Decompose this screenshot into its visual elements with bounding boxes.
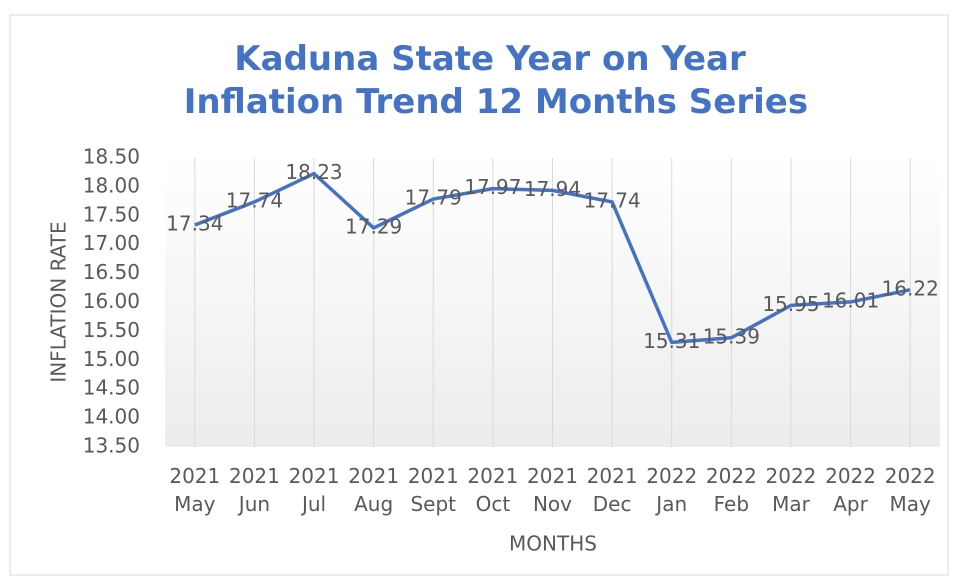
x-tick-label: 2022 Feb — [705, 464, 757, 516]
data-label: 15.39 — [703, 324, 760, 348]
data-label: 17.34 — [166, 212, 223, 236]
y-tick-label: 18.00 — [83, 173, 140, 197]
x-tick-label: 2021 Oct — [467, 464, 519, 516]
y-tick-label: 14.50 — [83, 376, 140, 400]
data-label: 15.95 — [762, 292, 819, 316]
data-label: 17.74 — [583, 188, 640, 212]
y-tick-label: 16.00 — [83, 289, 140, 313]
x-tick-label: 2021 Sept — [407, 464, 459, 516]
y-tick-label: 16.50 — [83, 260, 140, 284]
data-label: 17.79 — [405, 186, 462, 210]
chart-border — [9, 14, 949, 576]
data-label: 15.31 — [643, 329, 700, 353]
x-tick-label: 2021 Jun — [228, 464, 280, 516]
y-tick-label: 13.50 — [83, 434, 140, 458]
x-tick-label: 2021 Dec — [586, 464, 638, 516]
y-tick-label: 15.50 — [83, 318, 140, 342]
x-tick-label: 2022 Jan — [646, 464, 698, 516]
data-label: 16.22 — [882, 276, 939, 300]
line-series — [194, 171, 911, 345]
y-axis-label: INFLATION RATE — [47, 221, 71, 382]
data-label: 17.29 — [345, 214, 402, 238]
x-tick-label: 2021 Aug — [348, 464, 400, 516]
data-label: 17.97 — [464, 175, 521, 199]
data-label: 17.94 — [524, 177, 581, 201]
data-label: 17.74 — [226, 188, 283, 212]
x-tick-label: 2021 Nov — [527, 464, 578, 516]
x-tick-label: 2021 May — [169, 464, 221, 516]
x-axis-label: MONTHS — [509, 532, 597, 556]
chart-title: Kaduna State Year on Year Inflation Tren… — [172, 39, 808, 122]
y-tick-label: 15.00 — [83, 347, 140, 371]
data-label: 18.23 — [285, 160, 342, 184]
y-tick-label: 14.00 — [83, 405, 140, 429]
data-label: 16.01 — [822, 288, 879, 312]
y-tick-label: 18.50 — [83, 145, 140, 169]
y-tick-label: 17.50 — [83, 202, 140, 226]
x-tick-label: 2022 Mar — [765, 464, 817, 516]
x-tick-label: 2022 Apr — [825, 464, 877, 516]
x-tick-label: 2021 Jul — [288, 464, 340, 516]
x-tick-label: 2022 May — [884, 464, 936, 516]
y-tick-label: 17.00 — [83, 231, 140, 255]
